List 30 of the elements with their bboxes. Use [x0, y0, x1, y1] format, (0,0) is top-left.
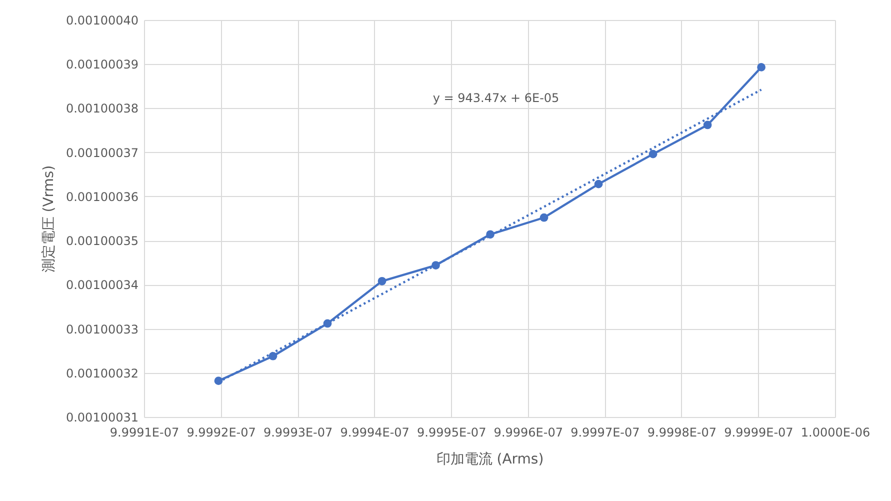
- y-tick-label: 0.00100031: [66, 410, 138, 424]
- x-tick-label: 9.9991E-07: [110, 426, 180, 440]
- point: [757, 63, 766, 72]
- y-tick-label: 0.00100037: [66, 146, 138, 160]
- x-tick-label: 9.9995E-07: [417, 426, 486, 440]
- y-tick-label: 0.00100038: [66, 102, 138, 116]
- y-tick-label: 0.00100033: [66, 322, 138, 336]
- point: [540, 213, 548, 222]
- point: [594, 180, 603, 188]
- x-tick-label: 9.9992E-07: [186, 426, 256, 440]
- annotation: y = 943.47x + 6E-05: [432, 91, 560, 105]
- x-tick-label: 9.9998E-07: [647, 426, 717, 440]
- y-tick-label: 0.00100035: [66, 234, 138, 248]
- y-tick-label: 0.00100036: [66, 190, 138, 204]
- x-axis-title: 印加電流 (Arms): [436, 452, 544, 468]
- y-tick-label: 0.00100034: [66, 278, 138, 292]
- x-tick-label: 9.9993E-07: [263, 426, 333, 440]
- y-tick-label: 0.00100032: [66, 366, 138, 380]
- point: [214, 376, 223, 386]
- y-axis-title: 測定電圧 (Vrms): [40, 165, 57, 273]
- y-tick-label: 0.00100039: [66, 58, 138, 72]
- point: [378, 276, 386, 286]
- x-tick-label: 9.9994E-07: [340, 426, 410, 440]
- x-tick-label: 1.0000E-06: [800, 426, 870, 440]
- x-tick-label: 9.9996E-07: [494, 426, 563, 440]
- x-tick-label: 9.9997E-07: [570, 426, 640, 440]
- x-tick-label: 9.9999E-07: [724, 426, 794, 440]
- point: [703, 120, 712, 130]
- point: [648, 150, 658, 158]
- y-tick-label: 0.00100040: [66, 14, 138, 28]
